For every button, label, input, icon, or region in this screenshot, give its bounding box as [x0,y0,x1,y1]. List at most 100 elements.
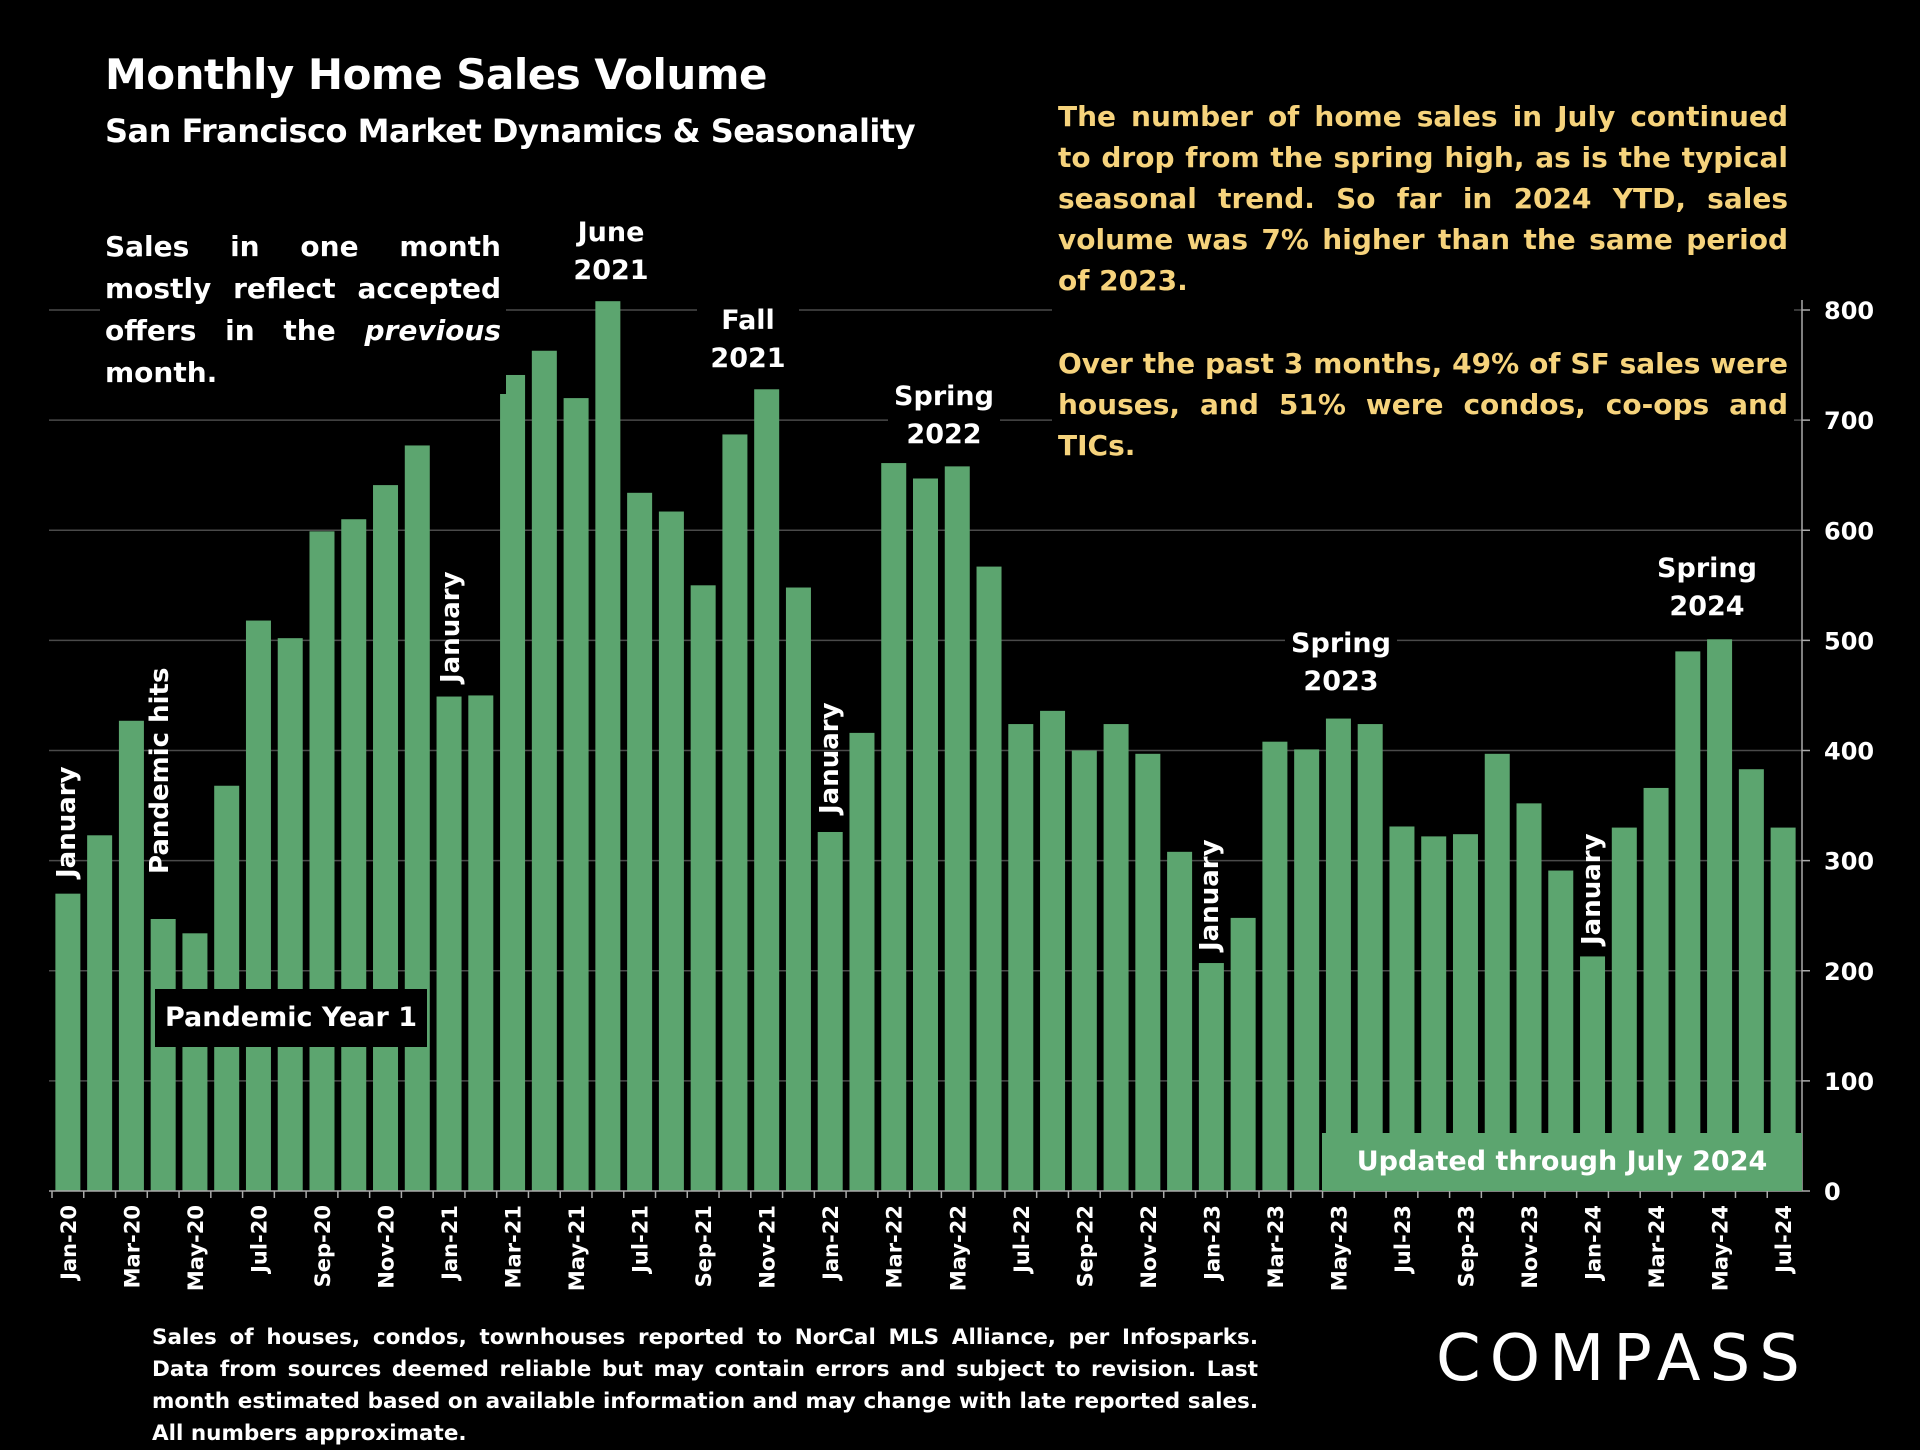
y-tick-label: 700 [1824,407,1874,435]
x-tick-label: May-21 [565,1205,589,1291]
bar-jul-24 [1770,827,1796,1191]
bar-feb-22 [849,732,875,1191]
x-tick-label: Jan-21 [438,1205,462,1282]
x-tick-label: Mar-24 [1645,1205,1669,1288]
commentary-paragraph: The number of home sales in July continu… [1058,100,1788,297]
bar-dec-22 [1167,851,1193,1191]
bar-nov-23 [1516,803,1542,1191]
bar-apr-23 [1294,749,1320,1191]
note-text-end: month. [105,356,218,389]
x-tick-label: Nov-21 [756,1205,780,1289]
commentary-paragraph: Over the past 3 months, 49% of SF sales … [1058,347,1788,462]
bar-feb-23 [1230,917,1256,1191]
bar-feb-24 [1611,827,1637,1191]
annotation-january-2024: January [1577,833,1607,945]
annotation-pandemic-hits: Pandemic hits [145,667,175,874]
bar-apr-21 [531,350,557,1192]
x-tick-label: Jan-22 [819,1205,843,1282]
y-tick-label: 200 [1824,958,1874,986]
bar-jul-23 [1389,826,1415,1191]
x-tick-label: Mar-22 [883,1205,907,1288]
bar-may-20 [182,933,208,1191]
annotation-spring-2023: Spring 2023 [1285,625,1397,701]
x-tick-label: Mar-23 [1264,1205,1288,1288]
bar-feb-21 [468,695,494,1191]
annotation-january-2020: January [52,766,82,878]
bar-jan-22 [817,831,843,1191]
bar-jan-20 [55,893,81,1191]
bar-jan-23 [1198,963,1224,1191]
bar-jul-21 [627,492,653,1191]
x-tick-label: Sep-20 [311,1205,335,1287]
x-tick-label: Sep-21 [692,1205,716,1287]
annotation-fall-2021: Fall 2021 [697,302,799,378]
x-tick-label: Mar-20 [120,1205,144,1288]
footnote: Sales of houses, condos, townhouses repo… [152,1325,1258,1446]
bar-mar-21 [500,374,526,1191]
bar-aug-21 [658,511,684,1191]
chart-title: Monthly Home Sales Volume [105,50,768,99]
bar-jun-22 [976,566,1002,1191]
bar-oct-20 [341,519,367,1191]
bar-oct-23 [1484,753,1510,1191]
x-tick-label: Nov-23 [1518,1205,1542,1289]
annotation-january-2021: January [436,571,466,683]
x-tick-label: Jan-23 [1200,1205,1224,1282]
bar-jun-20 [214,785,240,1191]
x-tick-label: Jul-20 [247,1205,271,1275]
annotation-spring-2022: Spring 2022 [888,378,1000,454]
bar-mar-22 [881,463,907,1192]
bar-apr-24 [1675,651,1701,1191]
bar-aug-23 [1421,836,1447,1191]
bar-mar-24 [1643,787,1669,1191]
pandemic-year-1-label: Pandemic Year 1 [155,989,427,1047]
bar-aug-20 [277,638,303,1191]
bar-may-22 [944,466,970,1191]
x-tick-label: Jul-22 [1010,1205,1034,1275]
bar-sep-22 [1071,750,1097,1191]
x-tick-label: Jan-24 [1582,1205,1606,1282]
bar-nov-20 [373,485,399,1191]
note-italic: previous [364,314,501,347]
x-tick-label: Jul-21 [629,1205,653,1275]
bar-dec-20 [404,445,430,1191]
bar-oct-21 [722,434,748,1191]
bar-jun-23 [1357,724,1383,1191]
bar-may-21 [563,398,589,1192]
bar-may-23 [1325,718,1351,1191]
bar-sep-20 [309,531,335,1191]
bar-jul-22 [1008,724,1034,1191]
x-tick-label: Nov-20 [375,1205,399,1289]
bar-jul-20 [245,620,271,1191]
x-tick-label: Jul-23 [1391,1205,1415,1275]
x-tick-label: Jul-24 [1772,1205,1796,1275]
bar-nov-22 [1135,753,1161,1191]
compass-logo: COMPASS [1436,1322,1809,1396]
bar-apr-22 [913,478,938,1192]
y-tick-label: 500 [1824,627,1874,655]
updated-through-label: Updated through July 2024 [1322,1133,1802,1191]
annotation-spring-2024: Spring 2024 [1651,550,1763,626]
bar-jun-24 [1738,769,1764,1191]
x-tick-label: Nov-22 [1137,1205,1161,1289]
bar-sep-23 [1452,834,1478,1191]
bar-mar-23 [1262,741,1288,1191]
bar-nov-21 [754,389,780,1191]
bar-oct-22 [1103,724,1129,1191]
x-tick-label: May-23 [1327,1205,1351,1291]
annotation-june-2021: June 2021 [555,214,667,290]
bar-jun-21 [595,301,621,1191]
y-tick-label: 800 [1824,297,1874,325]
bar-jan-21 [436,696,462,1191]
x-tick-label: Sep-23 [1454,1205,1478,1287]
bar-feb-20 [87,835,113,1191]
y-tick-label: 0 [1824,1178,1841,1206]
bar-apr-20 [150,918,176,1191]
note-text: Sales in one month mostly reflect accept… [105,230,501,347]
x-tick-label: May-24 [1709,1205,1733,1291]
bar-dec-21 [785,587,811,1191]
bar-sep-21 [690,585,716,1191]
x-tick-label: May-20 [184,1205,208,1291]
y-tick-label: 600 [1824,517,1874,545]
